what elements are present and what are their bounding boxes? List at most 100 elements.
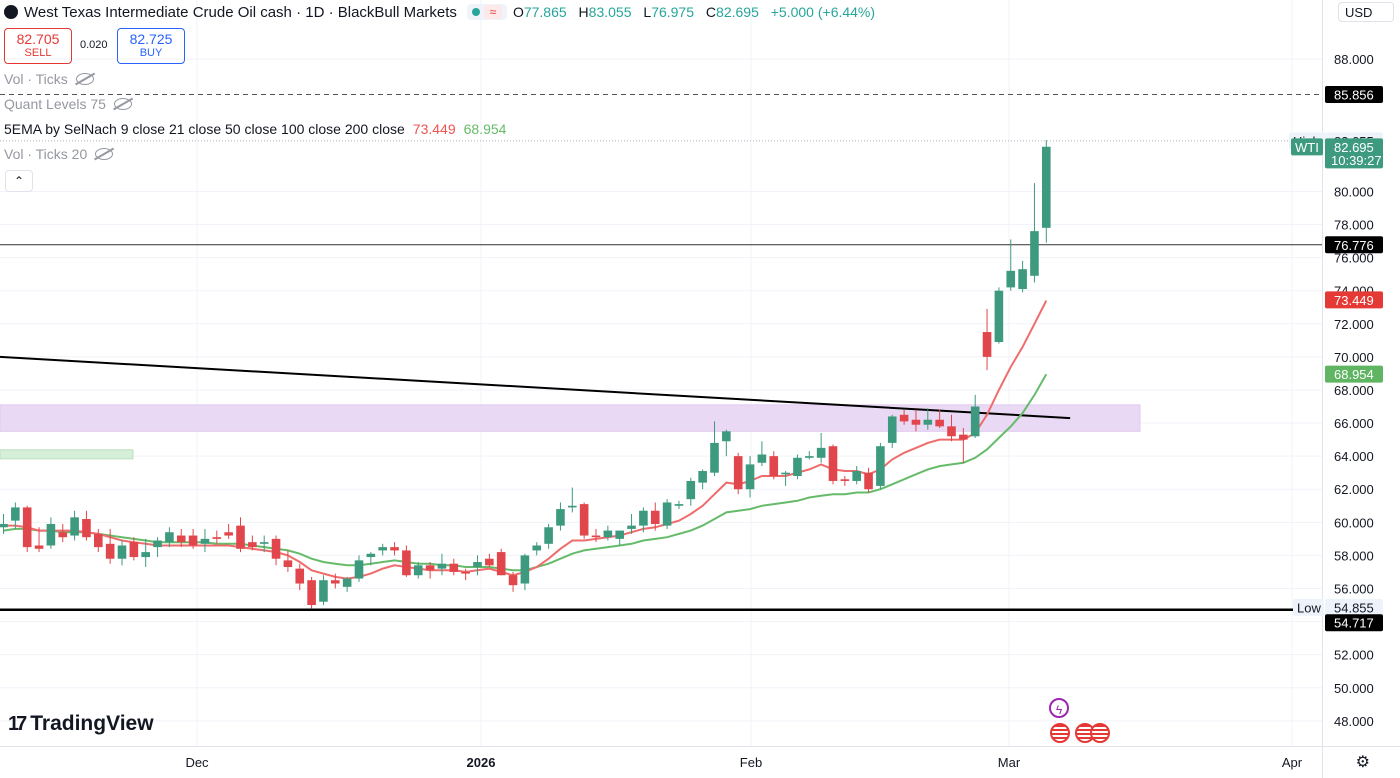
ema-fast-price-bg xyxy=(1325,291,1383,309)
candle-body xyxy=(828,446,838,481)
candle-body xyxy=(283,560,293,567)
candle-body xyxy=(650,510,660,524)
candle-body xyxy=(366,553,376,558)
candle-body xyxy=(485,558,494,566)
y-tick-label: 48.000 xyxy=(1334,714,1374,729)
y-tick-label: 58.000 xyxy=(1334,548,1374,563)
quant-level-price: 85.856 xyxy=(1334,88,1374,103)
low-value: 76.975 xyxy=(651,4,695,20)
candle-body xyxy=(402,550,411,576)
indicator-vol-20[interactable]: Vol · Ticks 20 xyxy=(4,146,114,162)
indicator-ema[interactable]: 5EMA by SelNach 9 close 21 close 50 clos… xyxy=(4,121,507,137)
candle-body xyxy=(11,507,20,521)
us-flag-event-icon[interactable] xyxy=(1050,723,1070,743)
candle-body xyxy=(662,502,672,526)
y-tick-label: 64.000 xyxy=(1334,449,1374,464)
high-value: 83.055 xyxy=(588,4,632,20)
low-value-bg xyxy=(1325,598,1383,616)
candle-body xyxy=(496,552,506,576)
candle-body xyxy=(911,419,921,425)
candle-body xyxy=(1030,231,1039,276)
wave-icon: ≈ xyxy=(483,5,502,19)
currency-select[interactable]: USD xyxy=(1338,2,1394,22)
candle-body xyxy=(449,563,459,572)
candle-body xyxy=(331,580,340,584)
candle-body xyxy=(378,547,387,551)
candle-body xyxy=(105,543,115,559)
sell-price: 82.705 xyxy=(16,31,60,47)
candle-body xyxy=(710,442,719,473)
flash-event-icon[interactable]: ϟ xyxy=(1049,698,1069,718)
candle-body xyxy=(390,547,399,551)
candle-body xyxy=(686,480,696,500)
candle-body xyxy=(947,426,956,437)
candle-body xyxy=(271,538,281,559)
candle-body xyxy=(437,563,447,569)
candle-body xyxy=(544,527,553,544)
candle-body xyxy=(568,505,577,508)
sell-button[interactable]: 82.705 SELL xyxy=(4,28,72,64)
symbol-title[interactable]: West Texas Intermediate Crude Oil cash ·… xyxy=(24,3,457,21)
candle-body xyxy=(959,434,968,440)
candle-body xyxy=(0,523,8,528)
ema-fast-price: 73.449 xyxy=(1334,293,1374,308)
candle-body xyxy=(935,419,944,427)
time-axis[interactable]: Dec 2026 Feb Mar Apr xyxy=(0,746,1400,771)
candle-body xyxy=(864,472,873,490)
market-status[interactable]: ≈ xyxy=(466,4,507,20)
candle-body xyxy=(153,540,162,548)
buy-button[interactable]: 82.725 BUY xyxy=(117,28,185,64)
price-axis[interactable]: 48.00050.00052.00054.00056.00058.00060.0… xyxy=(1322,0,1374,778)
candle-body xyxy=(58,532,68,538)
candle-body xyxy=(236,525,245,549)
y-tick-label: 52.000 xyxy=(1334,648,1374,663)
price-labels: High83.055WTI82.69510:39:2785.85676.7767… xyxy=(1289,86,1383,632)
candlesticks xyxy=(0,140,1051,609)
support-price-bg xyxy=(1325,614,1383,632)
y-tick-label: 60.000 xyxy=(1334,515,1374,530)
candle-body xyxy=(212,537,222,539)
candle-body xyxy=(982,332,992,357)
y-tick-label: 62.000 xyxy=(1334,482,1374,497)
open-value: 77.865 xyxy=(523,4,567,20)
y-tick-label: 72.000 xyxy=(1334,317,1374,332)
candle-body xyxy=(615,530,624,539)
y-tick-label: 56.000 xyxy=(1334,581,1374,596)
symbol-icon[interactable] xyxy=(4,5,18,19)
current-price-bg xyxy=(1325,138,1383,169)
change-value: +5.000 (+6.44%) xyxy=(770,4,876,20)
candle-body xyxy=(757,454,767,463)
us-flag-event-icon[interactable] xyxy=(1090,723,1110,743)
candle-body xyxy=(970,406,980,437)
candle-body xyxy=(733,456,743,490)
indicator-quant-levels[interactable]: Quant Levels 75 xyxy=(4,96,132,112)
candle-body xyxy=(82,519,91,538)
x-tick-label: 2026 xyxy=(467,755,496,770)
collapse-indicators-button[interactable]: ⌃ xyxy=(5,170,33,192)
candle-body xyxy=(295,568,305,584)
eye-hidden-icon[interactable] xyxy=(75,73,94,85)
candle-body xyxy=(520,555,530,584)
chart-header: West Texas Intermediate Crude Oil cash ·… xyxy=(4,2,883,22)
indicator-vol[interactable]: Vol · Ticks xyxy=(4,71,94,87)
tradingview-logo[interactable]: 17 TradingView xyxy=(8,712,154,736)
tradingview-logo-icon: 17 xyxy=(8,712,27,735)
support-price: 54.717 xyxy=(1334,616,1374,631)
eye-hidden-icon[interactable] xyxy=(95,148,114,160)
candle-body xyxy=(876,446,885,486)
candle-body xyxy=(745,464,755,490)
trend-line xyxy=(0,355,1071,420)
buy-label: BUY xyxy=(139,47,163,59)
eye-hidden-icon[interactable] xyxy=(113,98,132,110)
candle-body xyxy=(224,532,233,536)
current-price: 82.695 xyxy=(1334,140,1374,155)
candle-body xyxy=(532,545,542,551)
candle-body xyxy=(852,471,861,481)
candle-body xyxy=(200,538,210,544)
current-price-countdown: 10:39:27 xyxy=(1331,153,1382,168)
candle-body xyxy=(816,447,826,458)
gear-icon[interactable]: ⚙ xyxy=(1355,754,1370,771)
candle-body xyxy=(425,565,435,571)
candle-body xyxy=(887,416,897,443)
